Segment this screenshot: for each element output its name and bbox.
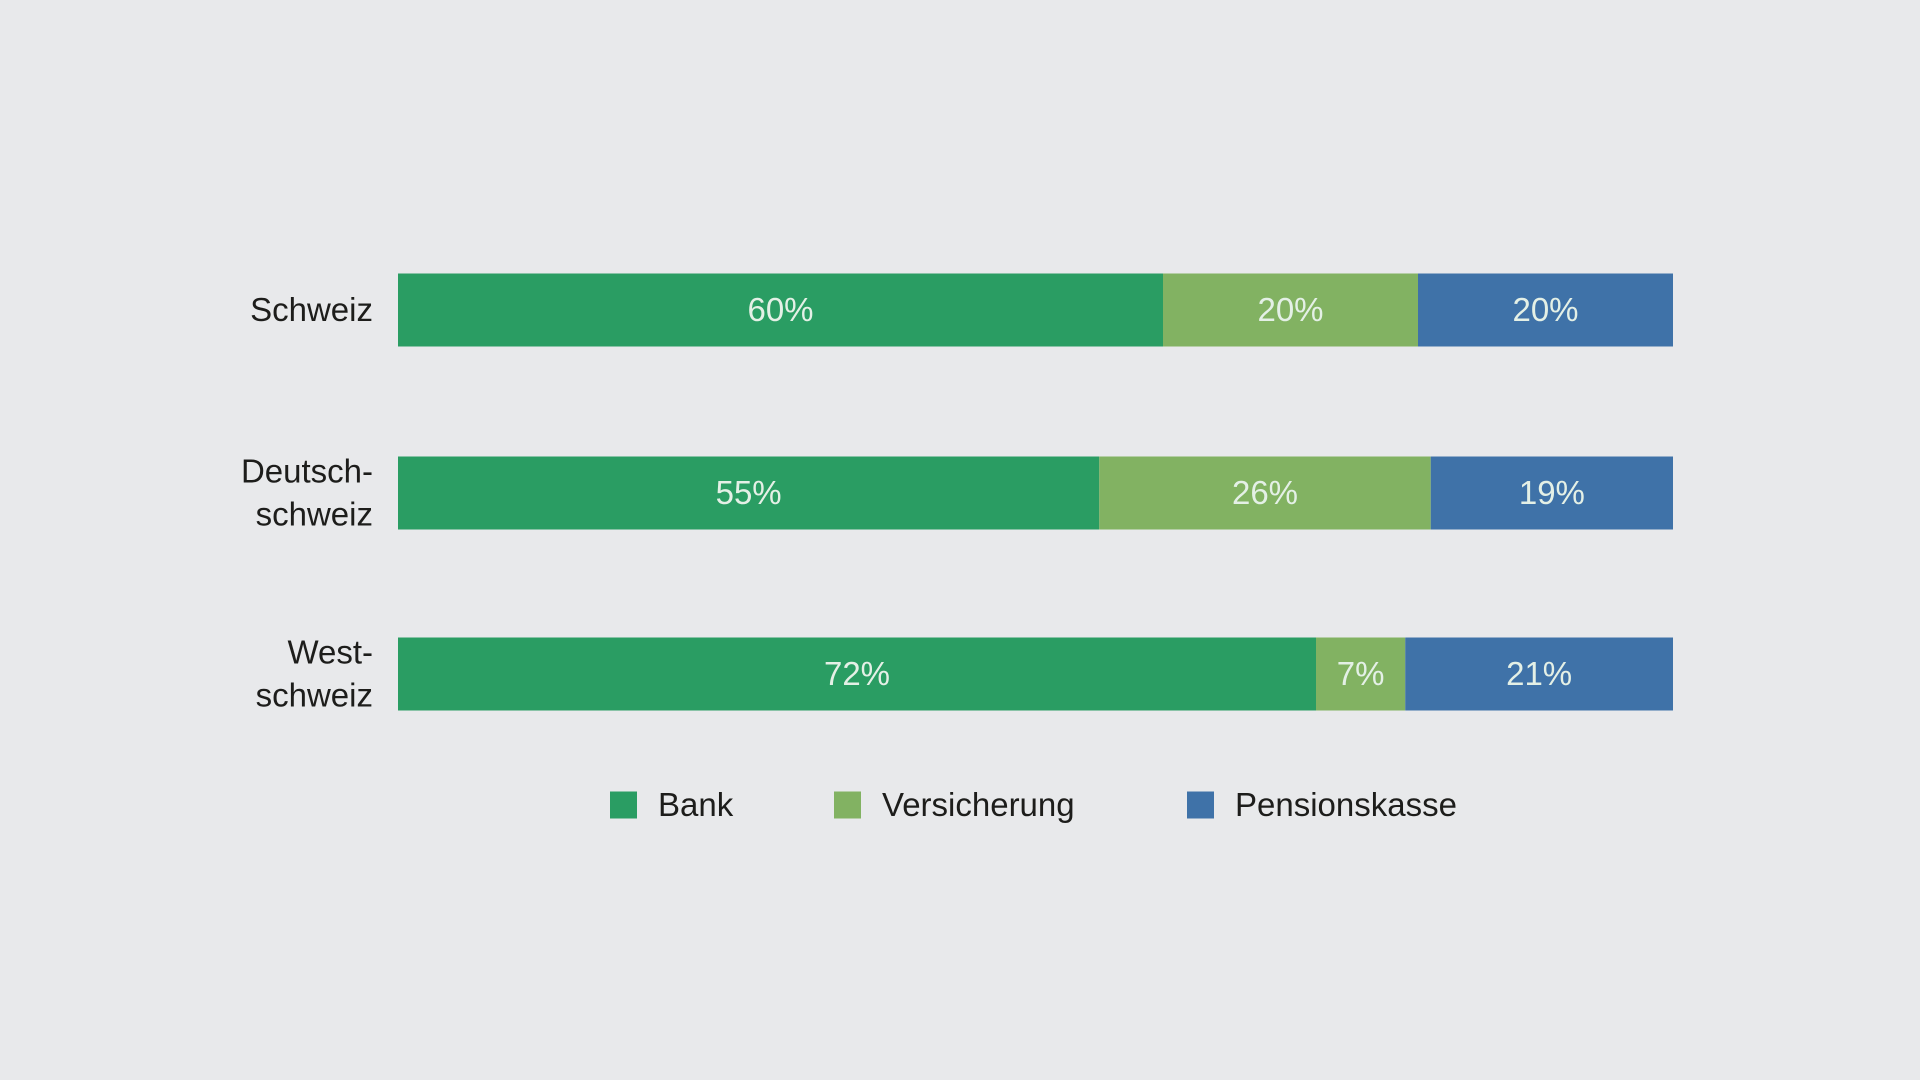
data-label-deutsch-schweiz-versicherung: 26% xyxy=(1232,474,1298,511)
legend-swatch-pensionskasse xyxy=(1187,791,1214,819)
data-label-west-schweiz-pensionskasse: 21% xyxy=(1506,655,1572,692)
bar-segment-deutsch-schweiz-bank xyxy=(398,456,1100,530)
category-label-west-schweiz: West-schweiz xyxy=(256,634,373,714)
category-label-line: West- xyxy=(287,634,373,671)
bar-segment-schweiz-pensionskasse xyxy=(1418,273,1673,347)
category-label-schweiz: Schweiz xyxy=(250,291,373,328)
bar-segment-west-schweiz-bank xyxy=(398,637,1316,711)
category-label-deutsch-schweiz: Deutsch-schweiz xyxy=(241,453,373,533)
category-label-line: Deutsch- xyxy=(241,453,373,490)
data-label-schweiz-pensionskasse: 20% xyxy=(1512,291,1578,328)
bar-segment-schweiz-bank xyxy=(398,273,1163,347)
data-label-deutsch-schweiz-pensionskasse: 19% xyxy=(1519,474,1585,511)
bar-segment-schweiz-versicherung xyxy=(1163,273,1418,347)
data-label-schweiz-bank: 60% xyxy=(747,291,813,328)
category-label-line: schweiz xyxy=(256,677,373,714)
bars-layer: 60% 20% 20% 55% 26% 19% 72% 7% 21% xyxy=(398,273,1673,711)
data-label-deutsch-schweiz-bank: 55% xyxy=(716,474,782,511)
bar-segment-west-schweiz-pensionskasse xyxy=(1405,637,1673,711)
legend-label-bank: Bank xyxy=(658,786,734,823)
data-label-west-schweiz-versicherung: 7% xyxy=(1337,655,1385,692)
category-label-line: schweiz xyxy=(256,496,373,533)
data-label-west-schweiz-bank: 72% xyxy=(824,655,890,692)
legend-item-versicherung: Versicherung xyxy=(834,786,1075,823)
legend-item-bank: Bank xyxy=(610,786,734,823)
legend-label-versicherung: Versicherung xyxy=(882,786,1075,823)
data-label-schweiz-versicherung: 20% xyxy=(1257,291,1323,328)
legend-swatch-bank xyxy=(610,791,637,819)
bar-segment-deutsch-schweiz-pensionskasse xyxy=(1430,456,1673,530)
bar-segment-west-schweiz-versicherung xyxy=(1316,637,1406,711)
legend-label-pensionskasse: Pensionskasse xyxy=(1235,786,1457,823)
legend-item-pensionskasse: Pensionskasse xyxy=(1187,786,1457,823)
category-label-line: Schweiz xyxy=(250,291,373,328)
legend-swatch-versicherung xyxy=(834,791,861,819)
legend: Bank Versicherung Pensionskasse xyxy=(610,786,1457,823)
bar-segment-deutsch-schweiz-versicherung xyxy=(1099,456,1431,530)
